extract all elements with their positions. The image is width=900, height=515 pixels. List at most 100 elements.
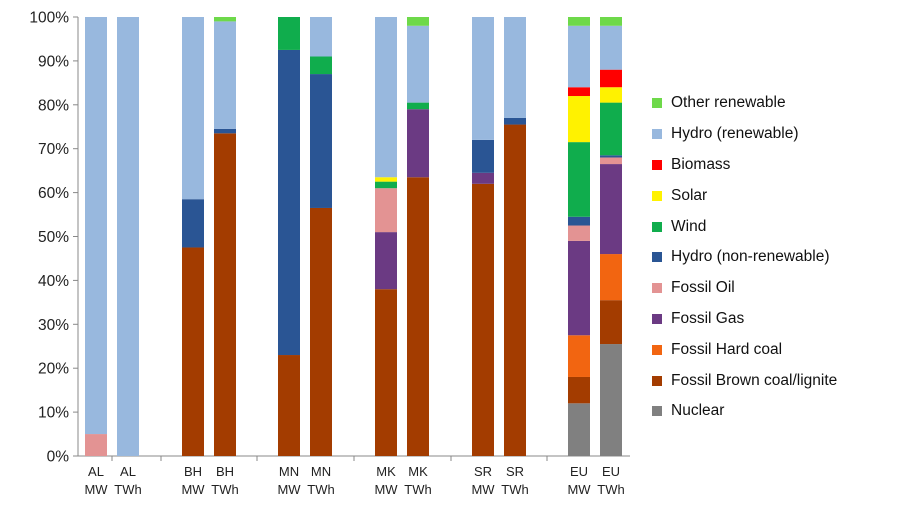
legend-label: Fossil Oil [671,279,735,297]
x-tick-label-country: AL [120,464,136,479]
x-tick-label-unit: MW [277,482,301,497]
bar-segment [600,103,622,156]
legend-item: Other renewable [652,88,892,119]
legend-item: Nuclear [652,396,892,427]
bar-segment [85,17,107,434]
x-tick-label-country: SR [506,464,524,479]
bar-segment [375,17,397,177]
x-tick-label-unit: MW [181,482,205,497]
bar-segment [182,247,204,456]
x-tick-label-country: AL [88,464,104,479]
bar-segment [568,96,590,142]
bar-segment [407,17,429,26]
legend-swatch [652,160,662,170]
bar-segment [600,254,622,300]
bar-segment [600,17,622,26]
bar-segment [375,177,397,181]
bar-segment [310,74,332,208]
legend-label: Nuclear [671,402,724,420]
bar-segment [600,70,622,88]
bar-segment [504,125,526,456]
legend-swatch [652,252,662,262]
x-tick-label-country: MN [311,464,331,479]
bar-segment [375,182,397,189]
legend-item: Solar [652,180,892,211]
legend-label: Biomass [671,156,730,174]
bar-segment [407,177,429,456]
y-tick-label: 80% [38,97,69,114]
bar-segment [600,344,622,456]
bar-segment [568,26,590,87]
bar-segment [375,232,397,289]
legend-swatch [652,98,662,108]
bar-segment [214,129,236,133]
y-tick-label: 90% [38,53,69,70]
x-tick-label-country: BH [184,464,202,479]
x-tick-label-unit: MW [374,482,398,497]
legend-item: Fossil Gas [652,304,892,335]
x-tick-label-country: MN [279,464,299,479]
bar-segment [472,17,494,140]
x-tick-label-unit: TWh [211,482,238,497]
bar-segment [568,403,590,456]
bar-segment [600,157,622,164]
chart-legend: Other renewable Hydro (renewable) Biomass S… [652,88,892,427]
legend-swatch [652,283,662,293]
bar-segment [568,17,590,26]
bar-segment [472,140,494,173]
x-tick-label-country: MK [408,464,428,479]
bar-segment [504,118,526,125]
bar-segment [375,289,397,456]
x-tick-label-country: EU [570,464,588,479]
bar-segment [472,184,494,456]
bar-segment [568,226,590,241]
bar-segment [375,188,397,232]
legend-label: Solar [671,187,707,205]
y-tick-label: 50% [38,229,69,246]
legend-item: Hydro (non-renewable) [652,242,892,273]
legend-label: Fossil Brown coal/lignite [671,372,837,390]
legend-label: Wind [671,218,706,236]
bar-segment [600,26,622,70]
bar-segment [568,335,590,377]
legend-label: Other renewable [671,94,786,112]
legend-swatch [652,129,662,139]
x-tick-label-unit: TWh [597,482,624,497]
bar-segment [310,208,332,456]
bar-segment [117,17,139,456]
bar-segment [214,133,236,456]
bar-segment [600,300,622,344]
legend-label: Fossil Gas [671,310,744,328]
bar-segment [568,142,590,217]
x-tick-label-country: BH [216,464,234,479]
bar-segment [600,164,622,254]
legend-label: Hydro (non-renewable) [671,248,830,266]
legend-swatch [652,222,662,232]
bar-segment [182,199,204,247]
legend-swatch [652,345,662,355]
y-tick-label: 60% [38,185,69,202]
bar-segment [600,87,622,102]
bar-segment [472,173,494,184]
legend-item: Biomass [652,150,892,181]
y-tick-label: 10% [38,405,69,422]
y-tick-label: 70% [38,141,69,158]
legend-swatch [652,314,662,324]
y-tick-label: 100% [29,10,69,27]
y-tick-label: 40% [38,273,69,290]
x-tick-label-unit: TWh [404,482,431,497]
legend-item: Fossil Oil [652,273,892,304]
bar-segment [407,103,429,110]
legend-item: Hydro (renewable) [652,119,892,150]
legend-swatch [652,406,662,416]
x-tick-label-unit: MW [567,482,591,497]
legend-item: Fossil Brown coal/lignite [652,365,892,396]
x-tick-label-unit: MW [84,482,108,497]
x-tick-label-unit: TWh [114,482,141,497]
legend-label: Fossil Hard coal [671,341,782,359]
bar-segment [568,241,590,335]
legend-item: Fossil Hard coal [652,334,892,365]
bar-segment [278,17,300,50]
y-tick-label: 20% [38,361,69,378]
